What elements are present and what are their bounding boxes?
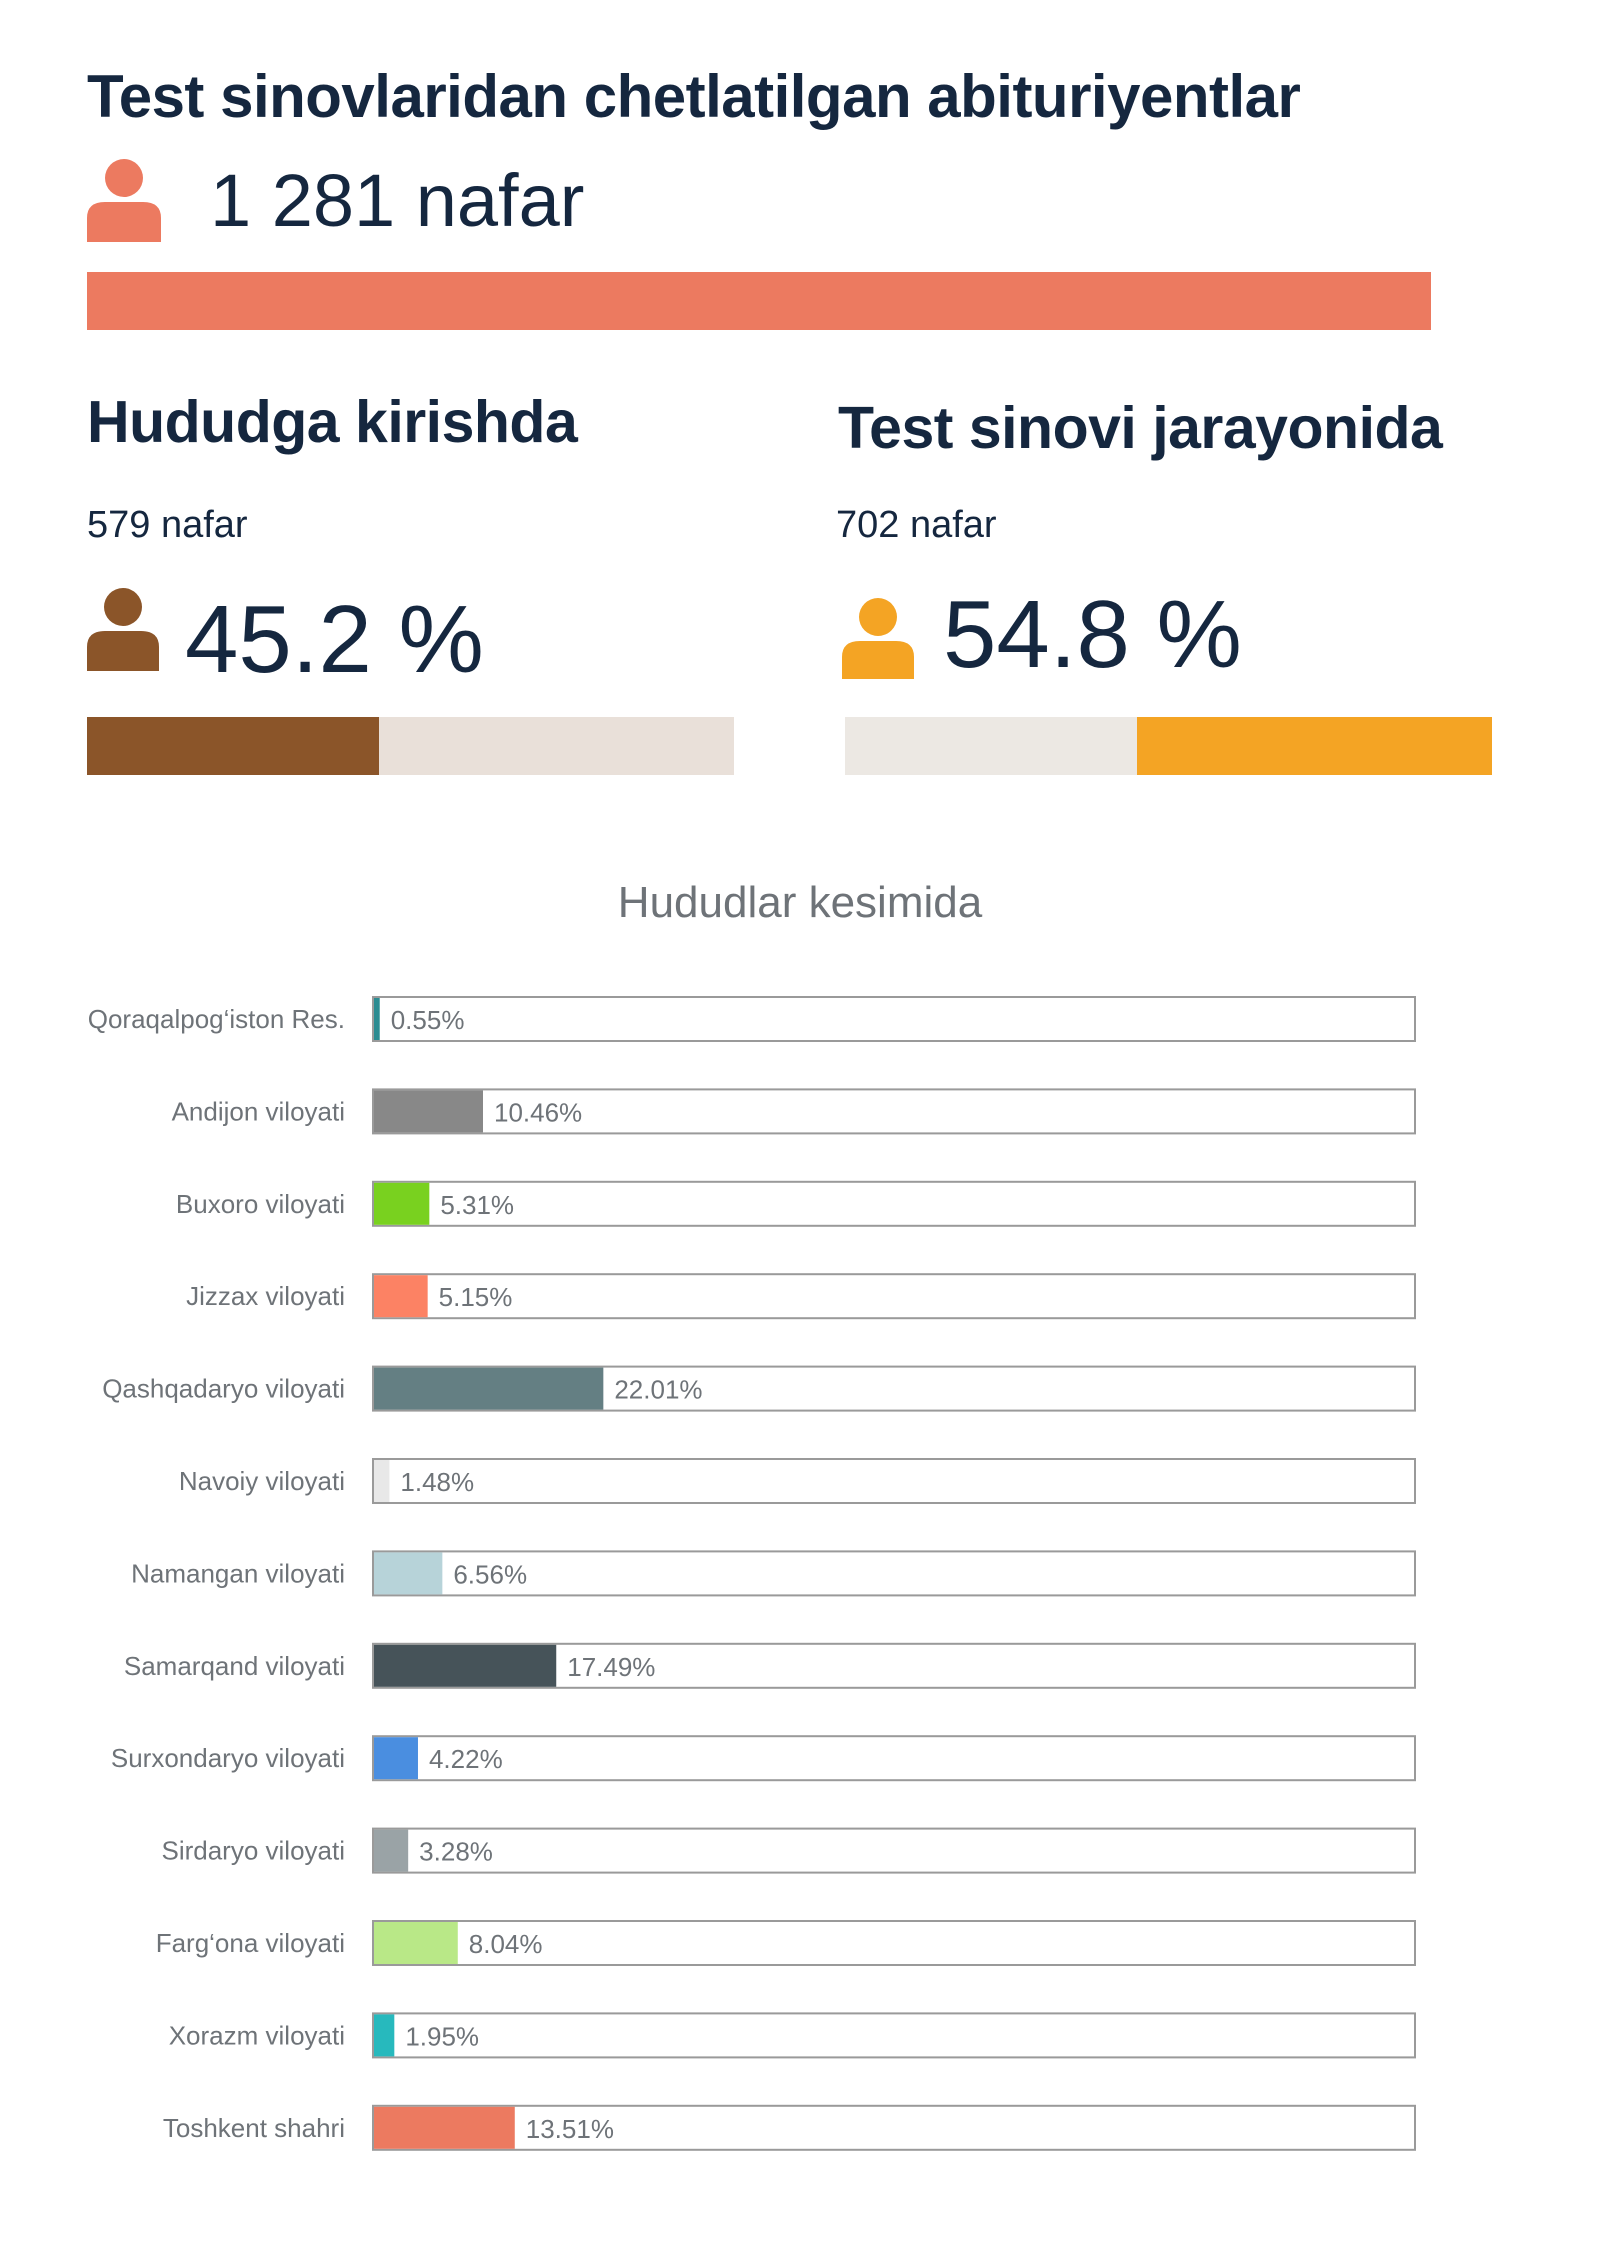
- category-label: Sirdaryo viloyati: [161, 1836, 345, 1866]
- chart-title: Hududlar kesimida: [617, 878, 983, 927]
- bar: [374, 1367, 604, 1410]
- bar-track: [372, 1458, 1416, 1504]
- category-label: Buxoro viloyati: [176, 1189, 345, 1219]
- bar-track: [372, 1827, 1416, 1874]
- bar-track: [372, 1920, 1416, 1966]
- bar-track: [372, 2012, 1416, 2059]
- bar-track: [372, 1550, 1416, 1597]
- category-label: Andijon viloyati: [172, 1096, 345, 1126]
- section-title-test: Test sinovi jarayonida: [838, 395, 1443, 461]
- bar-track: [372, 1180, 1416, 1227]
- data-label: 22.01%: [614, 1375, 702, 1405]
- total-count: 1 281 nafar: [210, 159, 585, 242]
- bar: [374, 1829, 409, 1872]
- section-percent-entry: 45.2 %: [185, 586, 484, 693]
- category-label: Qoraqalpog‘iston Res.: [88, 1004, 345, 1034]
- entry-progress-fill: [87, 717, 380, 775]
- category-label: Toshkent shahri: [163, 2113, 345, 2143]
- data-label: 13.51%: [526, 2114, 614, 2144]
- bar: [374, 1644, 557, 1687]
- section-title-entry: Hududga kirishda: [87, 389, 578, 455]
- test-person-icon: [842, 597, 914, 679]
- entry-progress-rest: [379, 717, 734, 775]
- category-label: Surxondaryo viloyati: [111, 1743, 345, 1773]
- data-label: 4.22%: [429, 1744, 503, 1774]
- bar: [374, 1552, 443, 1595]
- category-label: Farg‘ona viloyati: [156, 1928, 345, 1958]
- category-label: Jizzax viloyati: [186, 1281, 345, 1311]
- data-label: 1.48%: [400, 1467, 474, 1497]
- bar: [374, 998, 380, 1040]
- data-label: 10.46%: [494, 1097, 582, 1127]
- bar: [374, 2014, 395, 2057]
- data-label: 6.56%: [453, 1559, 527, 1589]
- data-label: 17.49%: [567, 1652, 655, 1682]
- test-progress-rest: [845, 717, 1138, 775]
- test-progress-bar: [845, 717, 1492, 775]
- page-title: Test sinovlaridan chetlatilgan abituriye…: [87, 63, 1301, 130]
- category-label: Qashqadaryo viloyati: [102, 1374, 345, 1404]
- category-label: Xorazm viloyati: [169, 2020, 345, 2050]
- total-person-icon: [87, 158, 161, 242]
- category-label: Navoiy viloyati: [179, 1466, 345, 1496]
- data-label: 8.04%: [469, 1929, 543, 1959]
- bar-track: [372, 1273, 1416, 1320]
- entry-progress-bar: [87, 717, 734, 775]
- data-label: 1.95%: [405, 2021, 479, 2051]
- bar-track: [372, 1735, 1416, 1782]
- section-count-test: 702 nafar: [836, 504, 997, 546]
- data-label: 5.31%: [440, 1190, 514, 1220]
- section-percent-test: 54.8 %: [943, 581, 1242, 688]
- bar: [374, 1182, 430, 1225]
- region-bar-chart: Qoraqalpog‘iston Res. 0.55% Andijon viloya…: [88, 996, 1416, 2151]
- bar: [374, 2106, 515, 2149]
- section-count-entry: 579 nafar: [87, 504, 248, 546]
- bar: [374, 1275, 428, 1318]
- category-label: Samarqand viloyati: [124, 1651, 345, 1681]
- data-label: 0.55%: [391, 1005, 465, 1035]
- data-label: 3.28%: [419, 1837, 493, 1867]
- bar-track: [372, 2104, 1416, 2151]
- data-label: 5.15%: [439, 1282, 513, 1312]
- bar: [374, 1460, 390, 1502]
- entry-person-icon: [87, 587, 159, 671]
- category-label: Namangan viloyati: [131, 1558, 345, 1588]
- bar-track: [372, 1088, 1416, 1135]
- bar: [374, 1090, 483, 1133]
- test-progress-fill: [1137, 717, 1492, 775]
- bar: [374, 1737, 418, 1780]
- bar-track: [372, 996, 1416, 1042]
- total-bar: [87, 272, 1431, 330]
- bar: [374, 1922, 458, 1964]
